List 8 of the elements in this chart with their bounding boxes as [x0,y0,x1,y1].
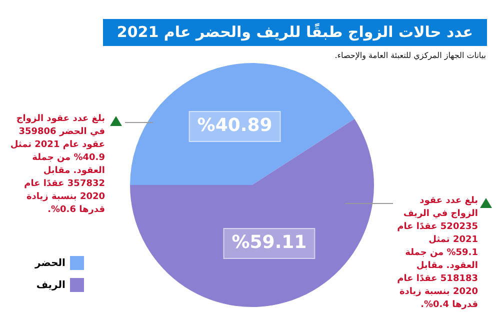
legend-label: الحضر [35,258,66,268]
text: بيانات الجهاز المركزي للتعبئة العامة والإحصاء. [334,51,486,60]
data-label: %59.11 [232,232,307,254]
chart-title: عدد حالات الزواج طبقًا للريف والحضر عام 2021 [103,19,487,46]
legend-label: الريف [36,280,66,290]
data-label: %40.89 [197,115,272,136]
text: بلغ عدد عقود الزواج في الحضر 359806 عقود عام 2021 تمثل 40.9% من جملة العقود. مقابل 357832 عقدًا عام 2020 بنسبة زيادة قدرها 0.6%. [9,113,105,217]
text: بلغ عدد عقود الزواج في الريف 520235 عقدًا عام 2021 تمثل 59.1% من جملة العقود. مقابل 518183 عقدًا عام 2020 بنسبة زيادة قدرها 0.4%. [397,196,478,310]
